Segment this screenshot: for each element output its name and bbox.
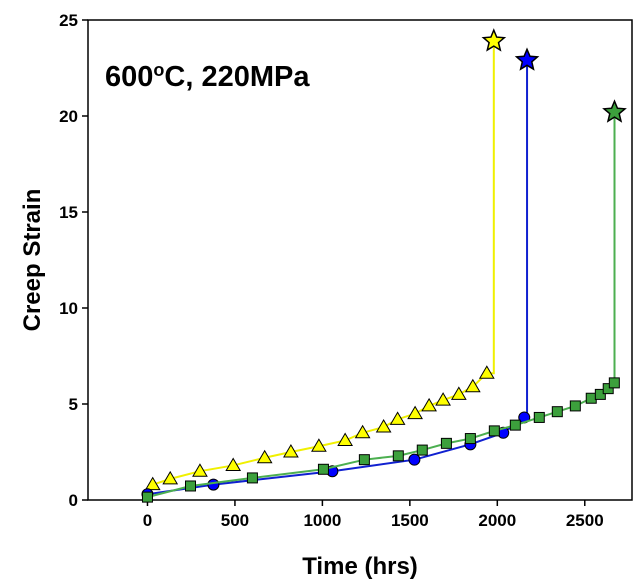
- x-tick-label: 2000: [478, 511, 516, 530]
- y-tick-label: 5: [69, 395, 78, 414]
- x-tick-label: 1500: [391, 511, 429, 530]
- annotation-part: 600: [105, 61, 153, 93]
- data-point: [283, 444, 299, 458]
- y-tick-label: 0: [69, 491, 78, 510]
- data-point: [488, 425, 500, 437]
- data-point: [594, 388, 606, 400]
- rupture-line: [524, 60, 529, 419]
- data-point: [551, 406, 563, 418]
- data-point: [416, 444, 428, 456]
- data-point: [354, 424, 371, 439]
- data-point: [585, 392, 597, 404]
- data-point: [602, 383, 614, 395]
- series-line: [147, 382, 616, 499]
- data-point: [337, 432, 354, 446]
- data-point: [392, 450, 404, 462]
- data-point: [389, 411, 406, 425]
- data-point: [408, 453, 421, 466]
- data-point: [256, 449, 273, 464]
- data-point: [435, 392, 451, 406]
- x-axis-title: Time (hrs): [302, 553, 418, 580]
- data-point: [509, 419, 521, 431]
- series-line: [147, 416, 525, 496]
- y-tick-label: 10: [59, 299, 78, 318]
- data-point: [225, 457, 242, 471]
- data-point: [450, 386, 467, 400]
- data-point: [421, 397, 437, 412]
- plot-frame: [87, 19, 633, 501]
- x-tick-label: 1000: [303, 511, 341, 530]
- data-point: [207, 478, 220, 491]
- data-point: [569, 400, 581, 412]
- rupture-line: [486, 41, 495, 375]
- y-tick-label: 15: [59, 203, 78, 222]
- data-point: [464, 378, 481, 393]
- data-point: [317, 463, 329, 475]
- y-axis-title: Creep Strain: [19, 189, 46, 332]
- data-point: [375, 419, 392, 433]
- data-point: [185, 480, 197, 492]
- data-point: [533, 411, 545, 423]
- data-point: [246, 472, 258, 484]
- rupture-star: [514, 47, 540, 71]
- y-tick-label: 20: [59, 107, 78, 126]
- data-point: [608, 377, 620, 389]
- rupture-star: [602, 99, 627, 123]
- y-tick-label: 25: [59, 11, 78, 30]
- data-point: [192, 463, 208, 477]
- data-point: [358, 454, 370, 466]
- x-tick-label: 0: [143, 511, 152, 530]
- annotation-sup: o: [153, 60, 164, 80]
- x-tick-label: 2500: [566, 511, 604, 530]
- data-point: [141, 491, 153, 503]
- data-point: [162, 470, 179, 485]
- rupture-star: [481, 28, 507, 52]
- data-point: [407, 405, 423, 420]
- data-point: [311, 438, 327, 452]
- annotation-part: C, 220MPa: [164, 61, 310, 93]
- annotation: 600oC, 220MPa: [105, 60, 310, 93]
- data-point: [464, 433, 476, 445]
- x-tick-label: 500: [221, 511, 249, 530]
- data-point: [440, 437, 452, 449]
- data-point: [144, 476, 161, 491]
- data-point: [478, 365, 495, 379]
